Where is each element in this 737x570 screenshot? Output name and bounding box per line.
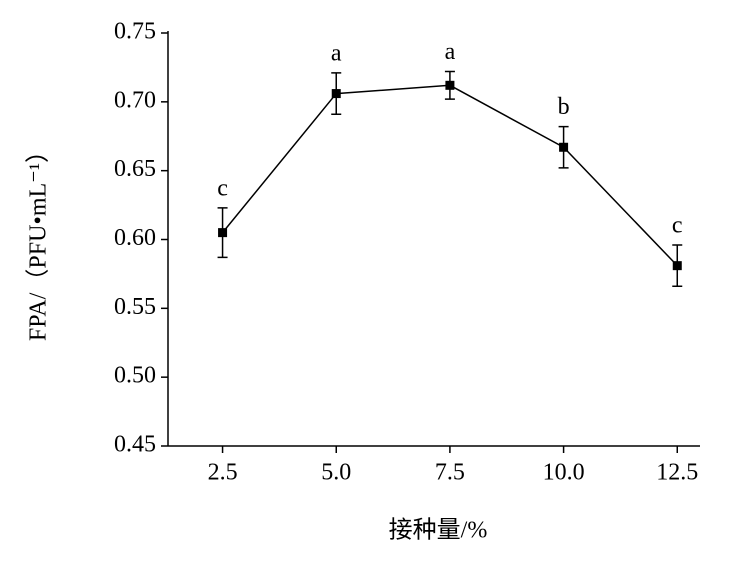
y-axis-label: FPA/（PFU•mL⁻¹）: [26, 139, 52, 341]
point-label: b: [558, 94, 570, 120]
point-label: c: [672, 213, 683, 239]
y-tick-label: 0.75: [114, 19, 156, 45]
marker: [331, 89, 341, 99]
y-tick-label: 0.60: [114, 225, 156, 251]
point-label: c: [217, 175, 228, 201]
x-tick-label: 12.5: [656, 460, 698, 486]
point-label: a: [331, 40, 342, 66]
y-tick-label: 0.45: [114, 432, 156, 458]
x-tick-label: 7.5: [435, 460, 465, 486]
x-axis-label: 接种量/%: [389, 517, 488, 544]
marker: [559, 142, 569, 152]
y-tick-label: 0.50: [114, 363, 156, 389]
x-tick-label: 2.5: [208, 460, 238, 486]
y-tick-label: 0.70: [114, 87, 156, 113]
y-tick-label: 0.65: [114, 156, 156, 182]
line: [221, 84, 678, 267]
marker: [218, 228, 228, 238]
marker: [445, 80, 455, 90]
point-label: a: [445, 39, 456, 65]
marker: [672, 261, 682, 271]
x-tick-label: 5.0: [321, 460, 351, 486]
x-tick-label: 10.0: [543, 460, 585, 486]
y-tick-label: 0.55: [114, 294, 156, 320]
